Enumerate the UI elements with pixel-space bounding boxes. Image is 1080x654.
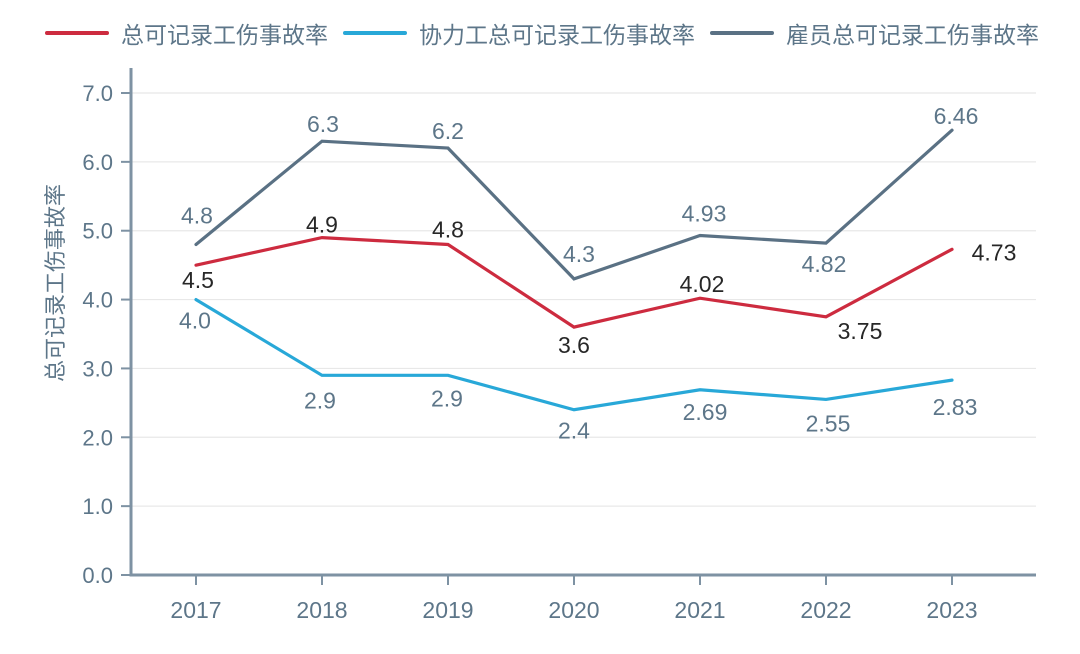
y-tick-label: 7.0 bbox=[82, 81, 113, 106]
legend-item-employee-trir: 雇员总可记录工伤事故率 bbox=[710, 16, 1039, 50]
x-tick-label: 2019 bbox=[422, 597, 473, 623]
x-tick-label: 2018 bbox=[296, 597, 347, 623]
legend-item-contractor-trir: 协力工总可记录工伤事故率 bbox=[343, 16, 695, 50]
data-label-s1-2020: 2.4 bbox=[558, 418, 590, 444]
data-label-s0-2022: 3.75 bbox=[838, 318, 883, 344]
data-label-s1-2023: 2.83 bbox=[933, 394, 978, 420]
data-label-s0-2020: 3.6 bbox=[558, 332, 590, 358]
y-tick-label: 6.0 bbox=[82, 150, 113, 175]
data-label-s0-2018: 4.9 bbox=[306, 212, 338, 238]
chart-legend: 总可记录工伤事故率 协力工总可记录工伤事故率 雇员总可记录工伤事故率 bbox=[45, 16, 1039, 50]
series-line-1 bbox=[194, 297, 954, 412]
x-tick-label: 2021 bbox=[674, 597, 725, 623]
x-tick-label: 2022 bbox=[800, 597, 851, 623]
y-tick-label: 1.0 bbox=[82, 494, 113, 519]
data-label-s0-2021: 4.02 bbox=[680, 271, 725, 297]
data-label-s2-2018: 6.3 bbox=[307, 111, 339, 137]
legend-swatch-blue-line bbox=[343, 31, 407, 35]
data-label-s0-2023: 4.73 bbox=[972, 239, 1017, 265]
data-label-s0-2017: 4.5 bbox=[182, 267, 214, 293]
y-tick-label: 5.0 bbox=[82, 219, 113, 244]
legend-label-contractor-trir: 协力工总可记录工伤事故率 bbox=[419, 22, 695, 48]
series-line-2 bbox=[194, 128, 954, 281]
legend-swatch-slate-line bbox=[710, 31, 774, 35]
data-label-s2-2020: 4.3 bbox=[563, 241, 595, 267]
data-label-s1-2021: 2.69 bbox=[683, 399, 728, 425]
data-label-s2-2019: 6.2 bbox=[432, 118, 464, 144]
y-tick-label: 0.0 bbox=[82, 563, 113, 588]
data-label-s0-2019: 4.8 bbox=[432, 216, 464, 242]
data-label-s2-2017: 4.8 bbox=[181, 202, 213, 228]
y-tick-label: 4.0 bbox=[82, 288, 113, 313]
data-label-s1-2019: 2.9 bbox=[431, 385, 463, 411]
x-tick-label: 2023 bbox=[926, 597, 977, 623]
data-label-s1-2017: 4.0 bbox=[179, 308, 211, 334]
y-tick-label: 2.0 bbox=[82, 425, 113, 450]
series-line-0 bbox=[194, 235, 954, 329]
data-label-s2-2021: 4.93 bbox=[682, 201, 727, 227]
data-label-s2-2023: 6.46 bbox=[934, 103, 979, 129]
legend-label-total-trir: 总可记录工伤事故率 bbox=[121, 22, 328, 48]
legend-label-employee-trir: 雇员总可记录工伤事故率 bbox=[786, 22, 1039, 48]
x-tick-label: 2017 bbox=[170, 597, 221, 623]
y-tick-label: 3.0 bbox=[82, 356, 113, 381]
legend-swatch-red-line bbox=[45, 31, 109, 35]
legend-item-total-trir: 总可记录工伤事故率 bbox=[45, 16, 328, 50]
data-label-s2-2022: 4.82 bbox=[802, 251, 847, 277]
x-tick-label: 2020 bbox=[548, 597, 599, 623]
data-label-s1-2018: 2.9 bbox=[304, 387, 336, 413]
data-label-s1-2022: 2.55 bbox=[806, 410, 851, 436]
